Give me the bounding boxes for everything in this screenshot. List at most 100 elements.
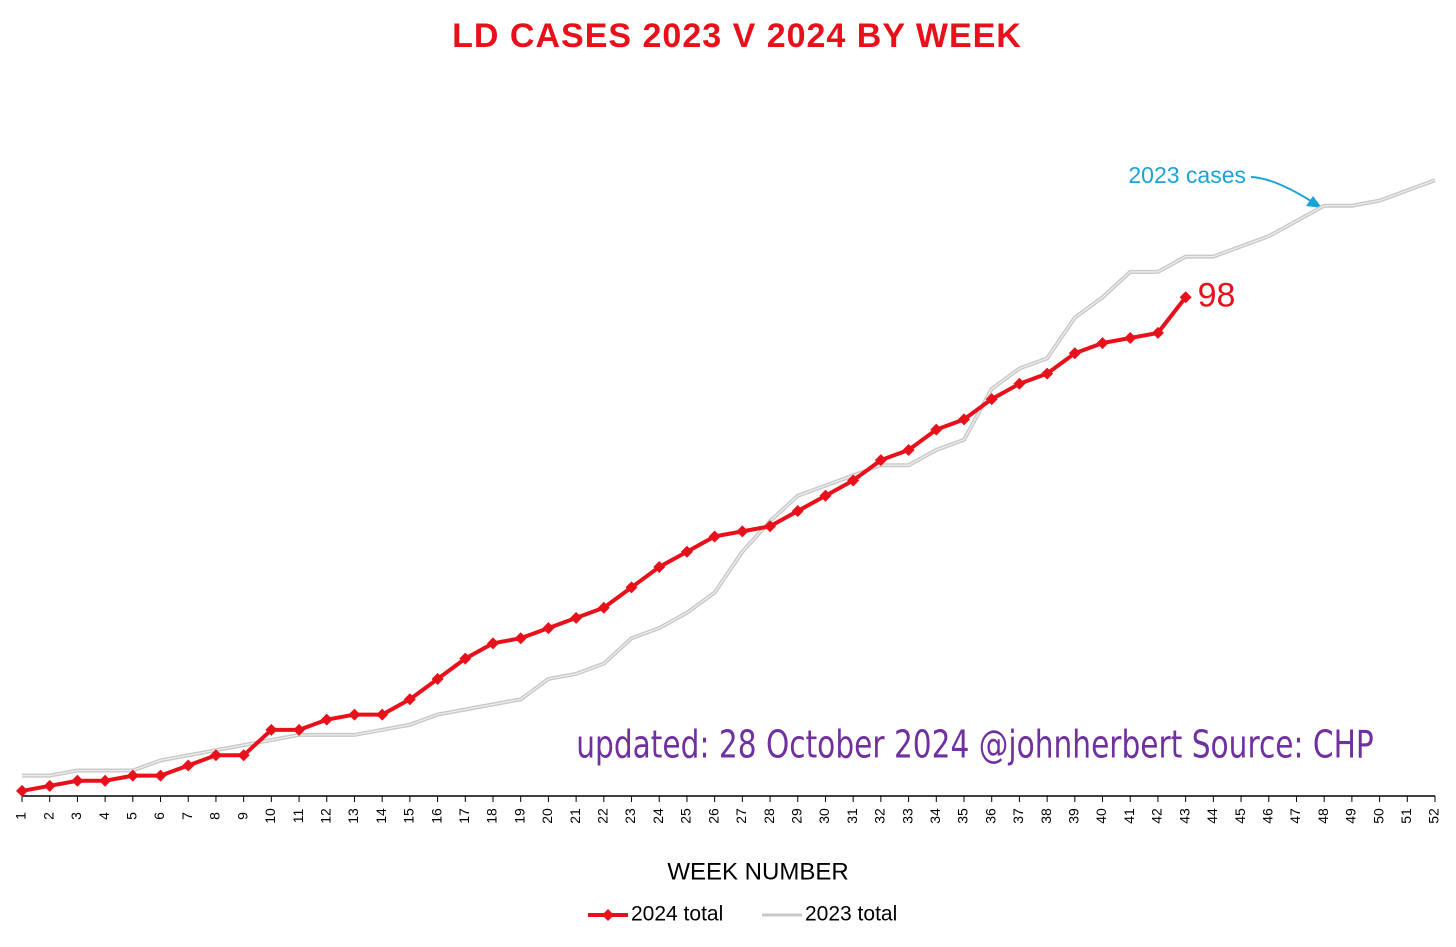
x-tick-label: 8 [207,812,223,820]
x-tick-label: 44 [1204,808,1220,824]
x-tick-label: 48 [1315,808,1331,824]
marker [376,708,389,721]
marker [320,713,333,726]
x-tick-label: 21 [567,808,583,824]
x-tick-label: 49 [1343,808,1359,824]
x-tick-label: 23 [622,808,638,824]
x-tick-label: 22 [595,808,611,824]
x-tick-label: 41 [1121,808,1137,824]
x-tick-label: 50 [1370,808,1386,824]
x-tick-label: 1 [13,812,29,820]
x-tick-label: 18 [484,808,500,824]
x-tick-label: 2 [40,812,56,820]
x-tick-label: 30 [816,808,832,824]
marker [542,622,555,635]
line-2023-inner [22,179,1436,777]
marker [653,561,666,573]
x-tick-label: 43 [1176,808,1192,824]
x-tick-label: 27 [733,808,749,824]
legend-marker [602,909,614,921]
x-tick-label: 19 [511,808,527,824]
marker [791,505,804,518]
x-tick-label: 35 [955,808,971,824]
marker [182,759,195,772]
x-tick-label: 24 [650,808,666,824]
marker [43,779,56,792]
x-axis-label: WEEK NUMBER [667,858,848,885]
legend-label: 2024 total [631,903,723,926]
x-tick-label: 32 [872,808,888,824]
x-tick-label: 47 [1287,808,1303,824]
x-tick-label: 33 [899,808,915,824]
marker [348,708,361,721]
marker [708,530,721,543]
marker [570,611,583,624]
x-tick-label: 28 [761,808,777,824]
x-tick-label: 16 [428,808,444,824]
data-label: 98 [1198,276,1236,314]
annotation-arrow [1250,176,1315,204]
marker [154,769,167,782]
marker [1151,326,1164,339]
marker [1096,337,1109,350]
x-tick-label: 20 [539,808,555,824]
marker [736,525,749,538]
x-tick-label: 29 [788,808,804,824]
x-tick-label: 45 [1232,808,1248,824]
marker [847,474,860,487]
marker [1068,347,1081,360]
marker [680,545,693,558]
marker [1041,367,1054,380]
arrow-head [1306,196,1322,208]
marker [431,672,444,685]
marker [1124,332,1137,344]
x-tick-label: 36 [982,808,998,824]
marker [597,601,610,614]
x-tick-label: 6 [151,812,167,820]
line-2023 [22,178,1436,778]
marker [293,723,306,736]
x-tick-label: 51 [1398,808,1414,824]
x-tick-label: 39 [1066,808,1082,824]
x-tick-label: 26 [705,808,721,824]
marker [1179,291,1192,304]
x-tick-label: 14 [373,808,389,824]
watermark: updated: 28 October 2024 @johnherbert So… [576,723,1373,768]
marker [265,723,278,736]
chart-title: LD CASES 2023 V 2024 BY WEEK [452,17,1022,55]
x-tick-label: 3 [68,812,84,820]
marker [625,581,638,594]
x-tick-label: 46 [1259,808,1275,824]
x-tick-label: 12 [317,808,333,824]
marker [126,769,139,782]
x-tick-label: 37 [1010,808,1026,824]
marker [71,774,84,787]
marker [764,520,777,533]
marker [1013,377,1026,390]
marker [459,652,472,665]
x-tick-label: 5 [124,812,140,820]
marker [99,774,112,787]
x-tick-label: 52 [1426,808,1442,824]
x-tick-label: 10 [262,808,278,824]
x-tick-label: 38 [1038,808,1054,824]
x-tick-label: 42 [1149,808,1165,824]
marker [209,749,222,762]
x-tick-label: 4 [96,812,112,820]
x-tick-label: 15 [401,808,417,824]
marker [237,749,250,762]
x-tick-label: 9 [234,812,250,820]
x-tick-label: 34 [927,808,943,824]
x-tick-label: 31 [844,808,860,824]
x-tick-label: 40 [1093,808,1109,824]
x-tick-label: 17 [456,808,472,824]
marker [874,454,887,467]
marker [16,784,28,797]
x-tick-label: 11 [290,809,306,824]
x-tick-label: 25 [678,808,694,824]
x-tick-label: 7 [179,812,195,820]
marker [514,632,527,645]
marker [403,693,416,706]
marker [819,489,832,502]
